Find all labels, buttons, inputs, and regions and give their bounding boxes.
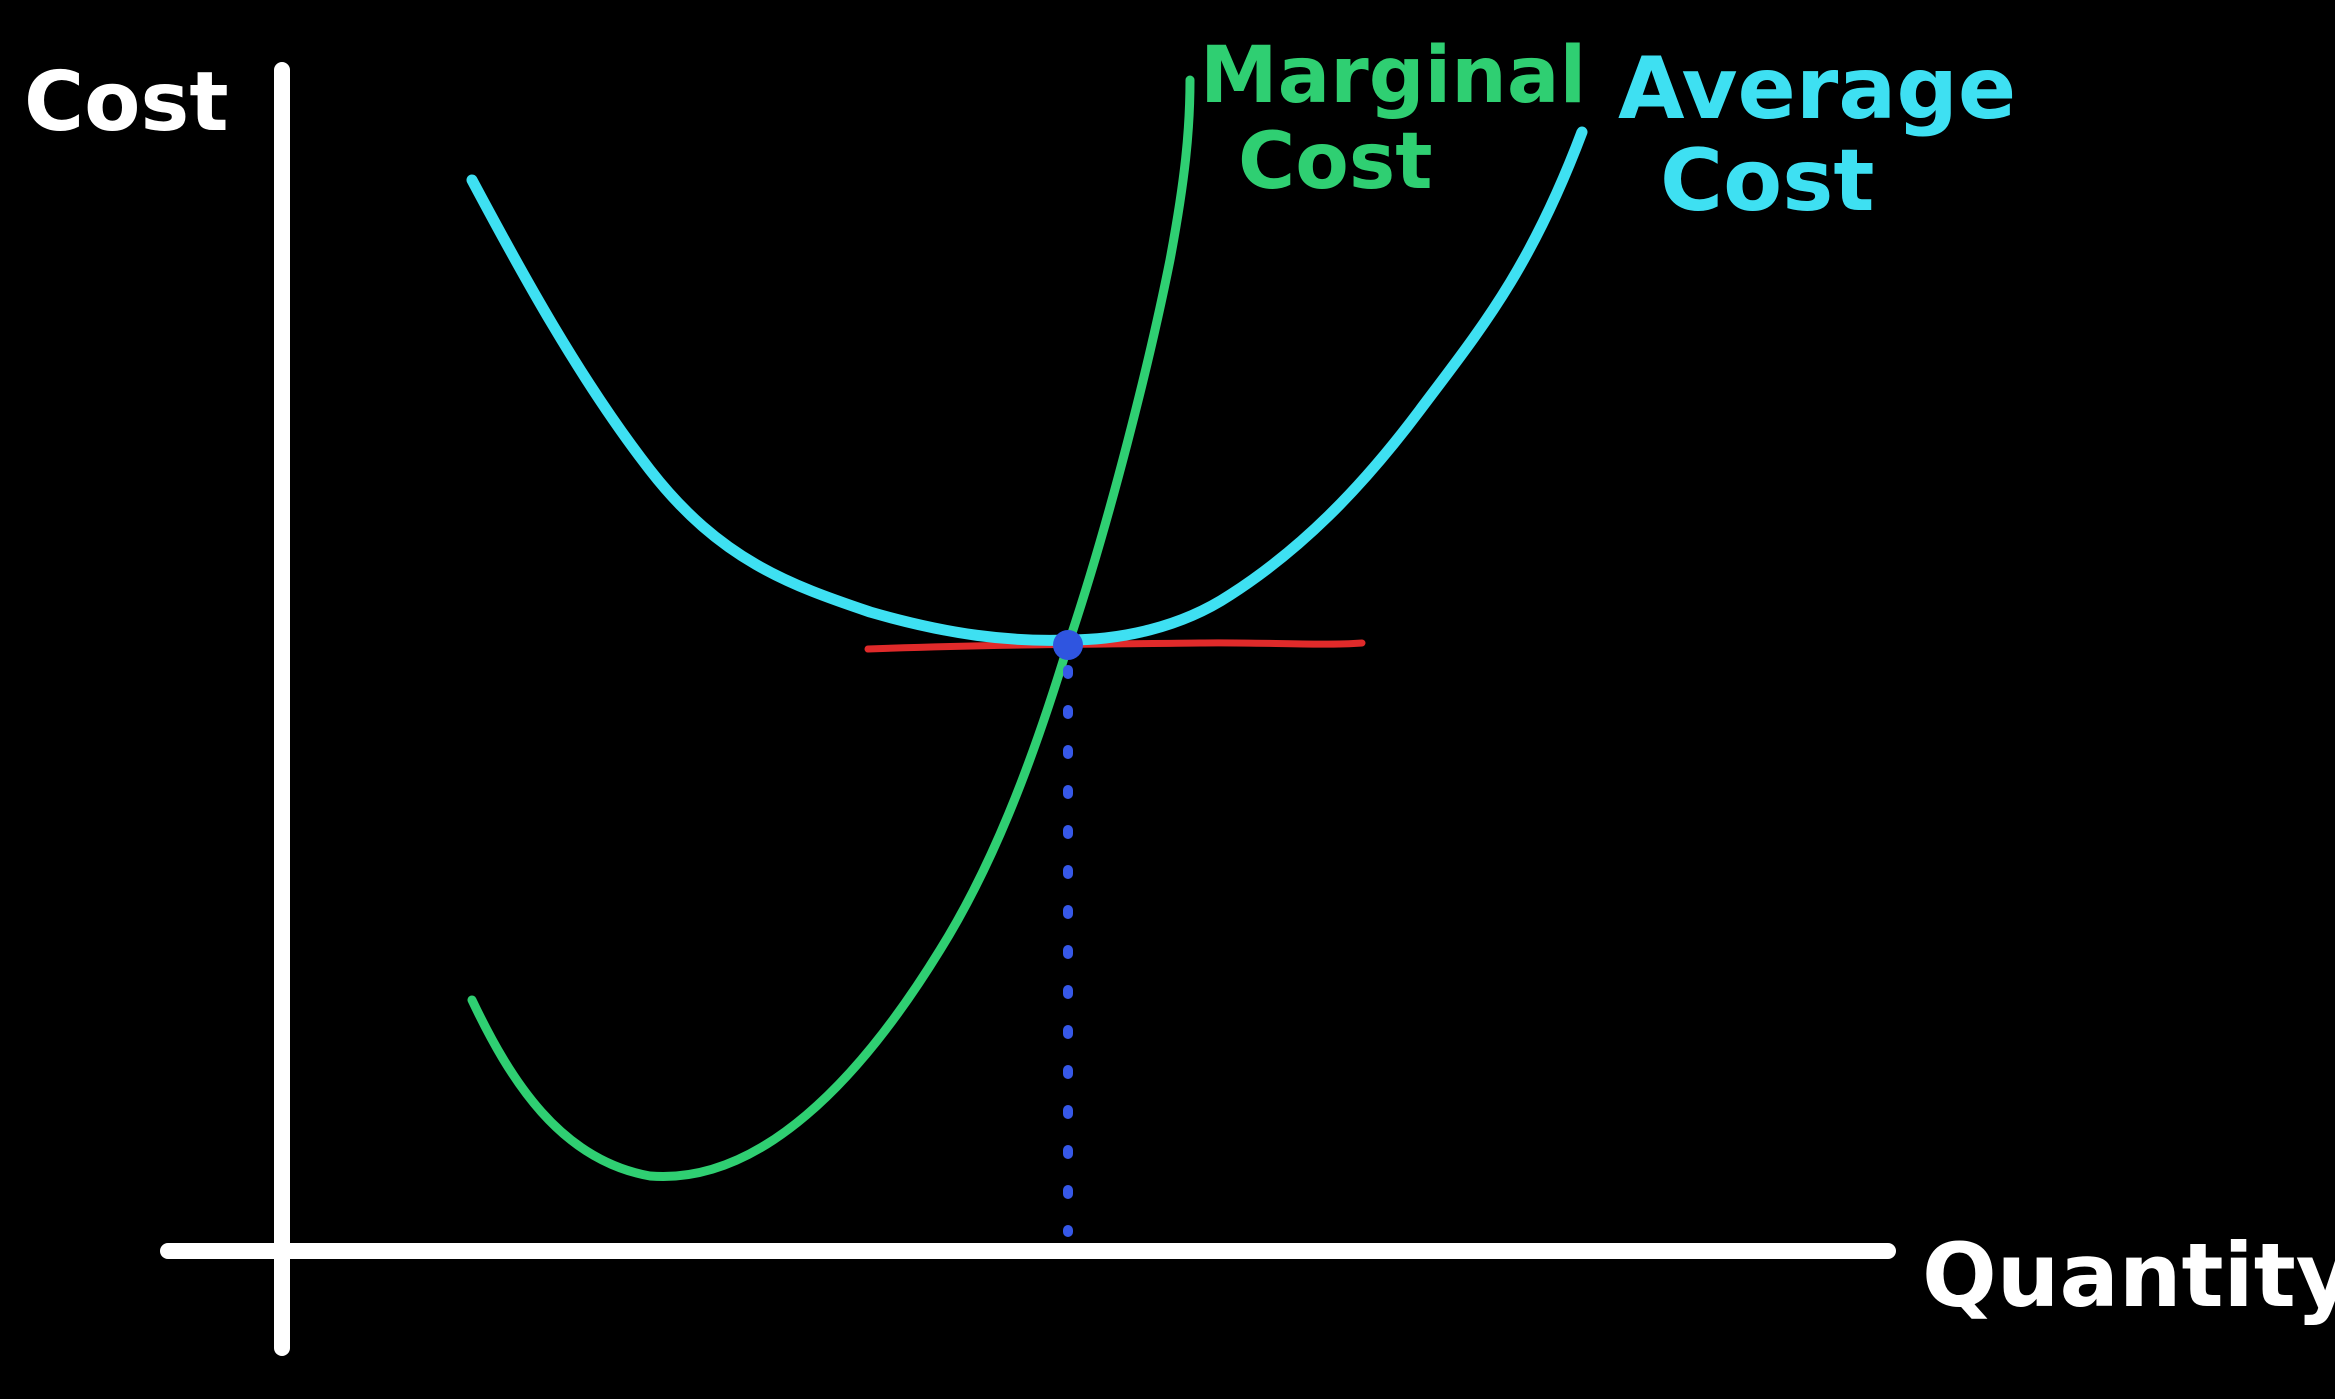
minimum-average-cost-line — [864, 639, 1366, 653]
average-cost-curve — [466, 126, 1588, 646]
marginal-cost-label-line2: Cost — [1238, 117, 1433, 207]
intersection-point — [1053, 630, 1083, 660]
average-cost-label-line1: Average — [1618, 39, 2016, 139]
average-cost-label-line2: Cost — [1660, 131, 1875, 231]
marginal-cost-label-line1: Marginal — [1200, 31, 1586, 121]
x-axis-label: Quantity — [1922, 1224, 2335, 1327]
y-axis-label: Cost — [24, 55, 229, 150]
marginal-cost-curve — [467, 75, 1195, 1182]
